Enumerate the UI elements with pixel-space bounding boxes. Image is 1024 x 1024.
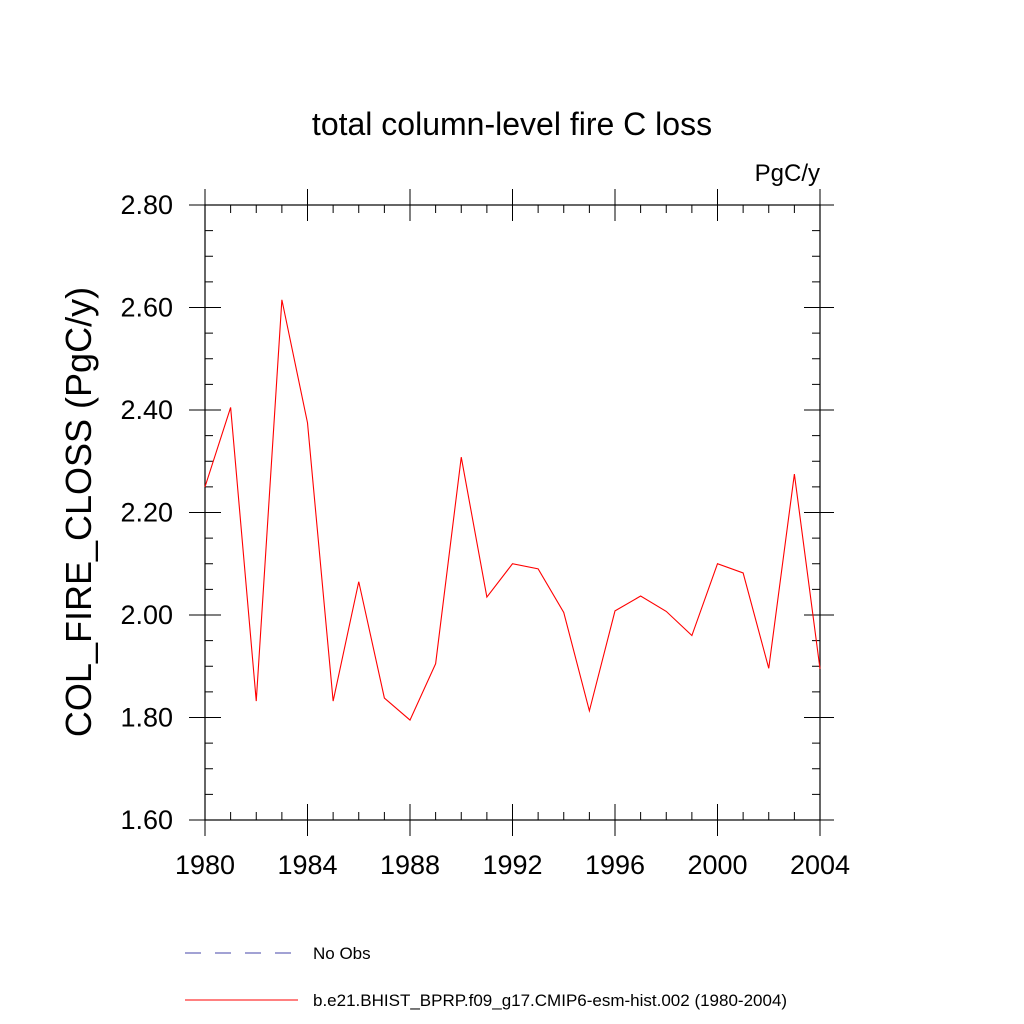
y-tick-label: 2.80 <box>120 190 173 220</box>
x-tick-label: 1984 <box>277 850 337 880</box>
y-tick-label: 2.20 <box>120 498 173 528</box>
units-label: PgC/y <box>755 160 820 187</box>
y-tick-label: 1.80 <box>120 703 173 733</box>
x-tick-label: 1988 <box>380 850 440 880</box>
y-tick-label: 2.60 <box>120 293 173 323</box>
series-line <box>204 299 821 721</box>
plot-frame <box>204 204 821 821</box>
x-tick-label: 1996 <box>585 850 645 880</box>
x-tick-label: 2000 <box>687 850 747 880</box>
x-tick-label: 1992 <box>482 850 542 880</box>
legend-model-label: b.e21.BHIST_BPRP.f09_g17.CMIP6-esm-hist.… <box>313 991 787 1010</box>
axis-ticks <box>189 189 834 836</box>
legend: No Obs b.e21.BHIST_BPRP.f09_g17.CMIP6-es… <box>185 944 787 1010</box>
chart-title: total column-level fire C loss <box>312 106 712 142</box>
y-tick-label: 2.40 <box>120 395 173 425</box>
x-tick-label: 1980 <box>175 850 235 880</box>
y-tick-label: 1.60 <box>120 805 173 835</box>
legend-no-obs-label: No Obs <box>313 944 371 963</box>
y-tick-label: 2.00 <box>120 600 173 630</box>
series-layer <box>204 299 821 721</box>
y-axis-label: COL_FIRE_CLOSS (PgC/y) <box>58 287 99 737</box>
tick-labels: 1980 1984 1988 1992 1996 2000 2004 1.60 1.80 2.00… <box>120 190 850 880</box>
x-tick-label: 2004 <box>790 850 850 880</box>
